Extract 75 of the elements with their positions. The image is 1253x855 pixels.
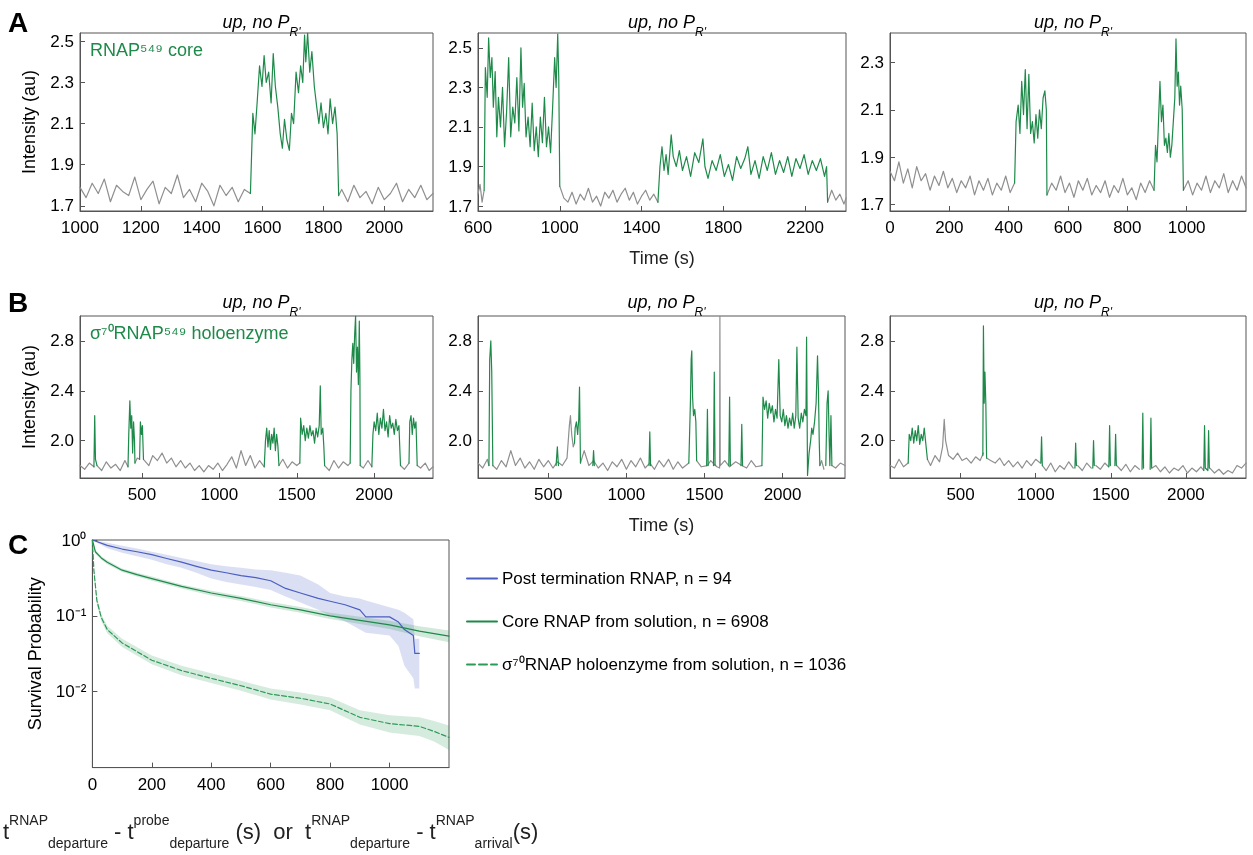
x-tick-label: 1000: [1016, 485, 1055, 504]
legend-label: σ⁷⁰RNAP holoenzyme from solution, n = 1036: [502, 655, 847, 674]
x-tick-label: 400: [197, 774, 226, 794]
y-tick-label: 10⁻²: [55, 682, 87, 702]
y-axis-title: Survival Probability: [25, 577, 46, 731]
legend-label: Post termination RNAP, n = 94: [502, 569, 732, 588]
x-tick-label: 400: [994, 218, 1023, 237]
x-tick-label: 1000: [540, 218, 579, 237]
text: A: [8, 6, 29, 38]
x-tick-label: 2000: [365, 218, 404, 237]
y-tick-label: 2.3: [50, 72, 74, 92]
line-series: [91, 539, 420, 655]
x-tick-label: 200: [935, 218, 964, 237]
x-axis-title: Time (s): [629, 248, 695, 269]
x-tick-label: 800: [1113, 218, 1142, 237]
x-tick-label: 2000: [1167, 485, 1205, 504]
x-tick-label: 2000: [763, 485, 802, 504]
annotation: σ⁷⁰RNAP⁵⁴⁹ holoenzyme: [90, 323, 289, 343]
x-tick-label: 800: [315, 774, 345, 794]
x-tick-label: 500: [946, 485, 975, 504]
x-tick-label: 1600: [243, 218, 282, 237]
y-tick-label: 1.9: [448, 157, 472, 176]
y-tick-label: 2.4: [860, 381, 884, 401]
x-tick-label: 1000: [607, 485, 646, 504]
x-tick-label: 600: [463, 218, 493, 237]
y-tick-label: 2.0: [50, 431, 74, 451]
x-tick-label: 500: [127, 485, 157, 504]
x-tick-label: 1800: [304, 218, 343, 237]
y-tick-label: 2.8: [860, 331, 884, 351]
x-tick-label: 2000: [355, 485, 394, 504]
x-tick-label: 1400: [182, 218, 221, 237]
y-tick-label: 1.9: [50, 155, 74, 175]
x-tick-label: 1200: [121, 218, 160, 237]
y-tick-label: 10⁰: [61, 530, 87, 550]
y-axis-title: Intensity (au): [19, 69, 39, 175]
x-tick-label: 200: [137, 774, 167, 794]
x-tick-label: 1400: [622, 218, 661, 237]
x-tick-label: 600: [1053, 218, 1083, 237]
y-tick-label: 1.7: [860, 194, 884, 214]
x-tick-label: 1500: [277, 485, 316, 504]
y-tick-label: 2.4: [448, 381, 472, 401]
x-tick-label: 1000: [61, 218, 99, 237]
x-tick-label: 1000: [1167, 218, 1206, 237]
legend-label: Core RNAP from solution, n = 6908: [502, 612, 769, 631]
y-tick-label: 1.7: [448, 196, 472, 216]
x-tick-label: 1000: [200, 485, 239, 504]
y-tick-label: 2.1: [448, 117, 472, 137]
text: C: [8, 528, 29, 560]
y-tick-label: 1.7: [50, 196, 74, 216]
y-tick-label: 2.0: [448, 431, 472, 451]
annotation: RNAP⁵⁴⁹ core: [90, 40, 203, 60]
y-tick-label: 2.1: [860, 100, 884, 120]
y-tick-label: 2.1: [50, 114, 74, 134]
x-tick-label: 600: [256, 774, 285, 794]
x-tick-label: 1500: [685, 485, 724, 504]
text: B: [8, 286, 29, 318]
x-tick-label: 500: [534, 485, 563, 504]
x-tick-label: 1500: [1091, 485, 1130, 504]
x-tick-label: 0: [87, 774, 98, 794]
y-tick-label: 2.8: [448, 331, 472, 351]
y-tick-label: 2.0: [860, 431, 884, 451]
y-tick-label: 2.4: [50, 381, 74, 401]
x-tick-label: 0: [885, 218, 895, 237]
y-tick-label: 2.8: [50, 331, 74, 351]
y-tick-label: 2.3: [860, 53, 884, 73]
x-tick-label: 2200: [786, 218, 825, 237]
y-tick-label: 2.3: [448, 77, 472, 97]
x-axis-title: Time (s): [628, 515, 695, 536]
y-tick-label: 1.9: [860, 147, 884, 167]
y-tick-label: 10⁻¹: [55, 606, 87, 626]
x-tick-label: 1000: [370, 774, 409, 794]
x-tick-label: 1800: [704, 218, 743, 237]
y-tick-label: 2.5: [50, 31, 74, 51]
y-tick-label: 2.5: [448, 38, 472, 58]
y-axis-title: Intensity (au): [19, 344, 39, 450]
